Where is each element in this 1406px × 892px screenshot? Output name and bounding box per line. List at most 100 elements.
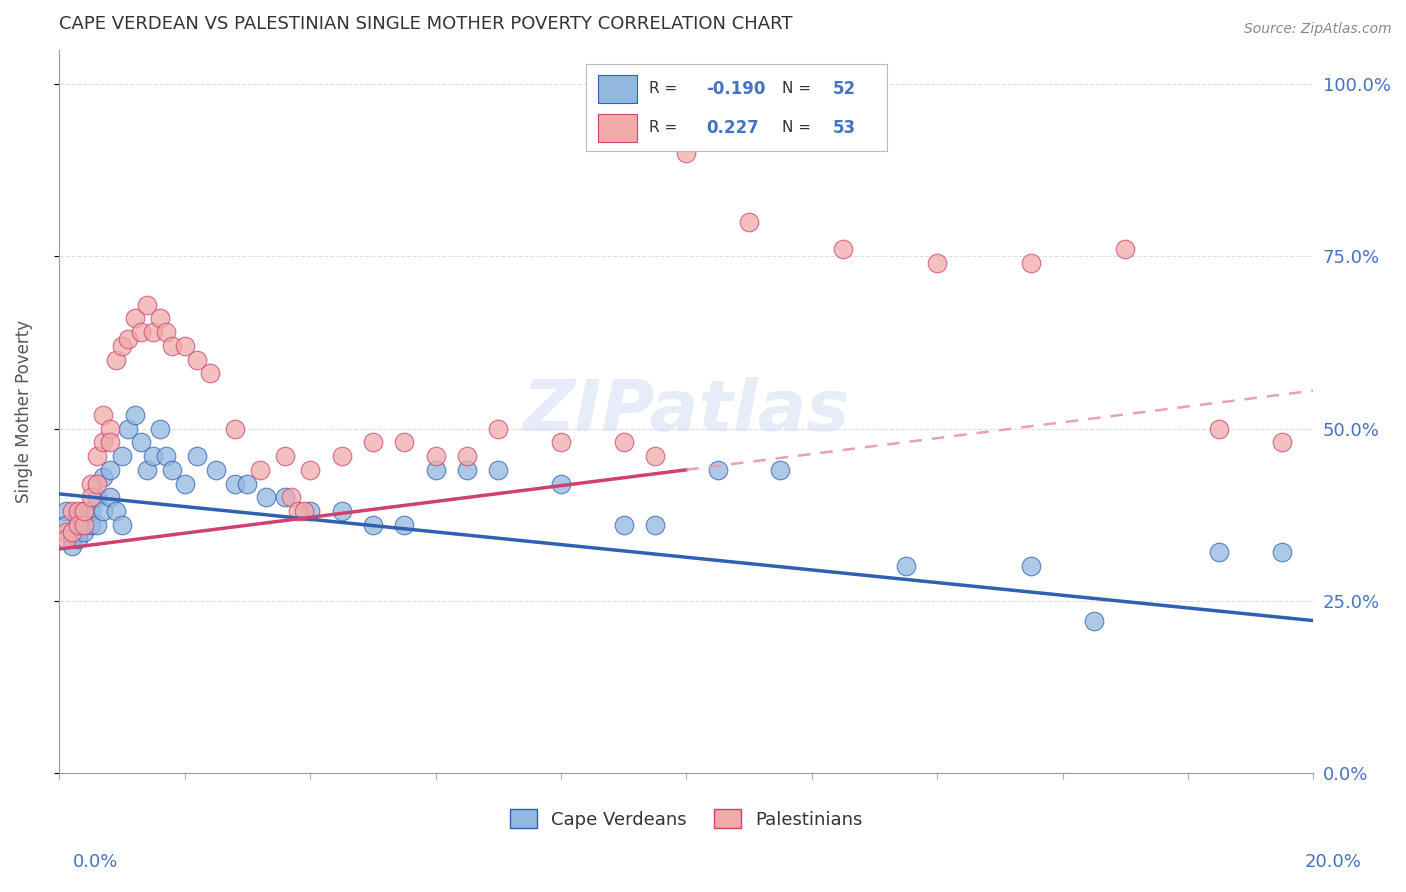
Point (98, 421, 121, 435)
Point (1208, 545, 1230, 559)
Point (173, 476, 195, 491)
Point (136, 297, 159, 311)
Point (136, 463, 159, 477)
Point (927, 256, 949, 270)
Point (769, 463, 792, 477)
Point (129, 325, 152, 339)
Point (236, 476, 259, 491)
Point (73, 504, 96, 518)
Point (117, 332, 139, 346)
Point (98, 463, 121, 477)
Point (155, 325, 177, 339)
Point (198, 367, 221, 381)
Legend: Cape Verdeans, Palestinians: Cape Verdeans, Palestinians (502, 802, 870, 836)
Y-axis label: Single Mother Poverty: Single Mother Poverty (15, 319, 32, 503)
Point (186, 352, 208, 367)
Point (60, 532, 83, 546)
Point (486, 463, 509, 477)
Point (91, 408, 114, 422)
Point (86, 476, 108, 491)
Point (60, 524, 83, 539)
Point (287, 504, 309, 518)
Text: CAPE VERDEAN VS PALESTINIAN SINGLE MOTHER POVERTY CORRELATION CHART: CAPE VERDEAN VS PALESTINIAN SINGLE MOTHE… (59, 15, 793, 33)
Point (91, 504, 114, 518)
Point (1114, 243, 1136, 257)
Point (392, 435, 415, 450)
Point (675, 146, 697, 161)
Point (60, 504, 83, 518)
Point (80, 491, 103, 505)
Point (67, 532, 90, 546)
Point (299, 504, 322, 518)
Point (104, 504, 127, 518)
Point (91, 435, 114, 450)
Point (142, 449, 165, 463)
Point (73, 524, 96, 539)
Point (224, 421, 246, 435)
Point (550, 476, 572, 491)
Point (55, 504, 77, 518)
Point (117, 421, 139, 435)
Point (361, 517, 384, 532)
Point (1019, 256, 1042, 270)
Point (55, 524, 77, 539)
Point (142, 325, 165, 339)
Point (299, 463, 322, 477)
Point (249, 463, 271, 477)
Point (186, 449, 208, 463)
Point (104, 352, 127, 367)
Text: 0.0%: 0.0% (73, 853, 118, 871)
Point (738, 215, 761, 229)
Point (60, 539, 83, 553)
Text: 20.0%: 20.0% (1305, 853, 1361, 871)
Point (73, 504, 96, 518)
Point (98, 435, 121, 450)
Point (425, 449, 447, 463)
Point (274, 491, 297, 505)
Point (361, 435, 384, 450)
Point (67, 517, 90, 532)
Point (456, 449, 478, 463)
Point (832, 243, 855, 257)
Point (1083, 614, 1105, 628)
Point (1019, 559, 1042, 574)
Point (392, 517, 415, 532)
Point (55, 517, 77, 532)
Point (55, 532, 77, 546)
Point (98, 491, 121, 505)
Point (86, 449, 108, 463)
Point (274, 449, 297, 463)
Point (1271, 545, 1294, 559)
Point (425, 463, 447, 477)
Point (86, 491, 108, 505)
Point (486, 421, 509, 435)
Point (644, 449, 666, 463)
Point (149, 311, 172, 326)
Point (456, 463, 478, 477)
Point (205, 463, 228, 477)
Point (644, 517, 666, 532)
Point (706, 463, 728, 477)
Point (613, 517, 636, 532)
Point (124, 408, 146, 422)
Point (162, 339, 184, 353)
Point (330, 504, 353, 518)
Point (1271, 435, 1294, 450)
Point (124, 311, 146, 326)
Text: ZIPatlas: ZIPatlas (523, 376, 851, 446)
Point (292, 504, 315, 518)
Point (155, 449, 177, 463)
Point (80, 517, 103, 532)
Point (80, 476, 103, 491)
Point (613, 435, 636, 450)
Point (162, 463, 184, 477)
Point (80, 504, 103, 518)
Point (149, 421, 172, 435)
Point (224, 476, 246, 491)
Point (86, 517, 108, 532)
Point (111, 517, 134, 532)
Point (67, 504, 90, 518)
Point (111, 339, 134, 353)
Point (1208, 421, 1230, 435)
Point (111, 449, 134, 463)
